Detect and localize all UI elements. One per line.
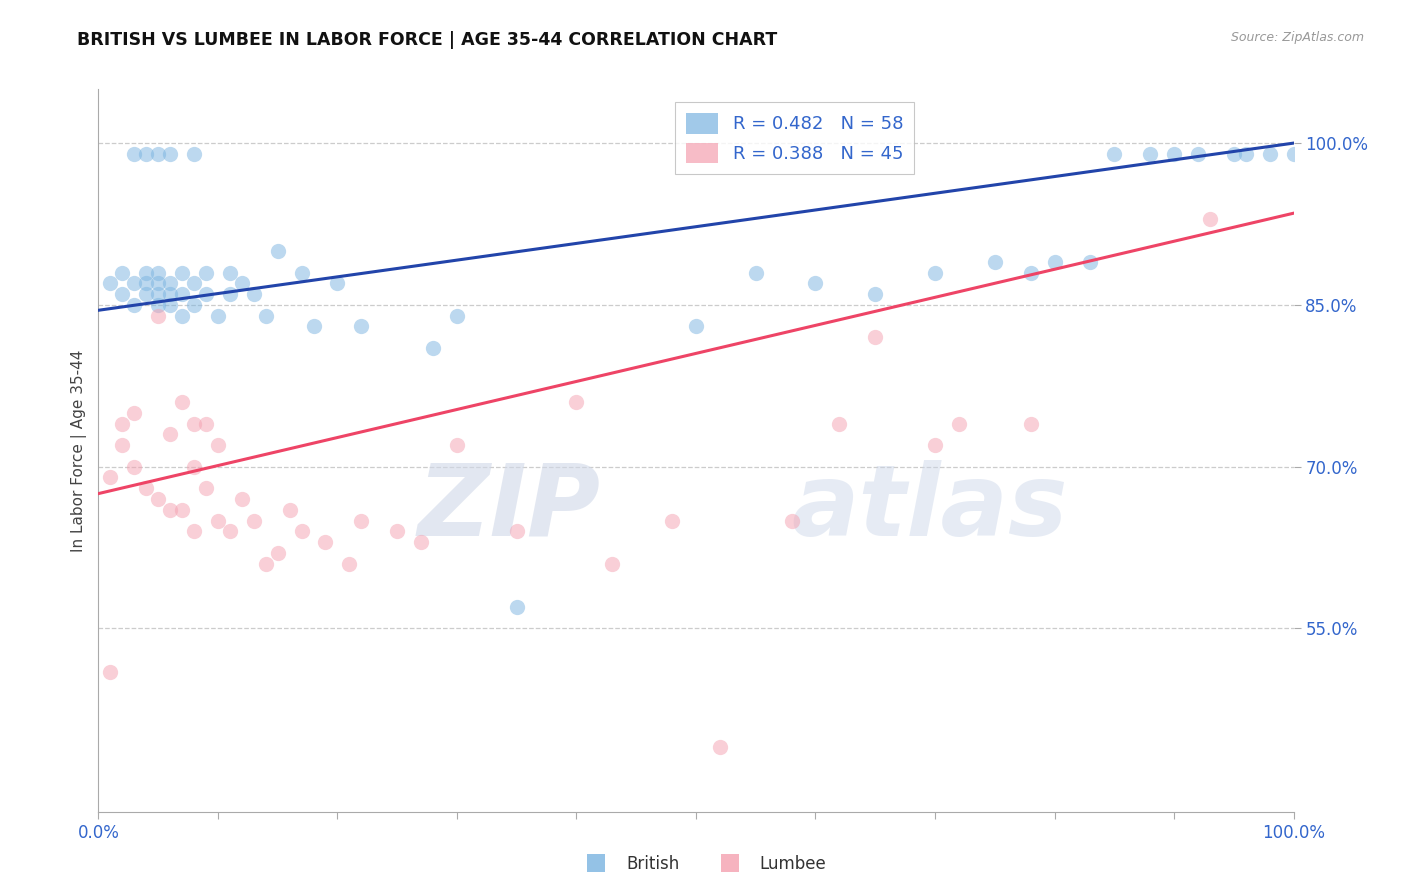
Text: BRITISH VS LUMBEE IN LABOR FORCE | AGE 35-44 CORRELATION CHART: BRITISH VS LUMBEE IN LABOR FORCE | AGE 3… <box>77 31 778 49</box>
Text: atlas: atlas <box>792 459 1069 557</box>
Legend: British, Lumbee: British, Lumbee <box>574 848 832 880</box>
Text: Source: ZipAtlas.com: Source: ZipAtlas.com <box>1230 31 1364 45</box>
Text: ZIP: ZIP <box>418 459 600 557</box>
Y-axis label: In Labor Force | Age 35-44: In Labor Force | Age 35-44 <box>72 350 87 551</box>
Legend: R = 0.482   N = 58, R = 0.388   N = 45: R = 0.482 N = 58, R = 0.388 N = 45 <box>675 102 914 174</box>
